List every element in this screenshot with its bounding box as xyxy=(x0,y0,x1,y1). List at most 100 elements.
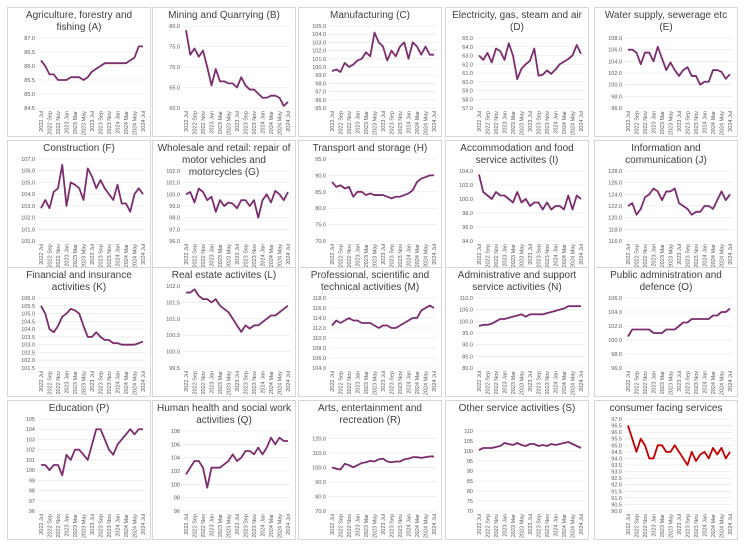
x-tick-label: 2023 Jul xyxy=(677,371,683,392)
y-tick-label: 93.5 xyxy=(611,463,622,469)
x-tick-label: 2023 Nov xyxy=(545,514,551,538)
x-tick-label: 2023 Jul xyxy=(90,111,96,132)
y-tick-label: 105.0 xyxy=(21,312,35,318)
x-tick-label: 2023 Nov xyxy=(694,514,700,538)
x-tick-label: 2023 Nov xyxy=(252,514,258,538)
x-tick-label: 2023 Mar xyxy=(511,514,517,537)
x-tick-label: 2023 Mar xyxy=(218,371,224,394)
x-tick-label: 2023 Nov xyxy=(398,514,404,538)
chart-title: Public administration and defence (O) xyxy=(610,270,722,293)
chart-panel-education-p: 96 97 98 99 100 101 102 103 104 105 2022 Jul 2022 S… xyxy=(7,400,151,540)
chart-panel-human-health-and-social-work-activities-q: 96 98 100 102 104 106 108 2022 Jul 2022 Sep 2022 … xyxy=(152,400,296,540)
y-tick-label: 97.0 xyxy=(315,90,326,96)
chart-panel-real-estate-activites-l: 99.5 100.0 100.5 101.0 101.5 102.0 2022 Jul 202… xyxy=(152,267,296,397)
y-tick-label: 104.0 xyxy=(608,59,622,65)
series-line xyxy=(628,45,731,86)
x-tick-label: 2023 Jan xyxy=(652,111,658,134)
x-tick-label: 2023 Mar xyxy=(218,514,224,537)
x-tick-label: 2023 Jan xyxy=(210,514,216,537)
x-tick-label: 2022 Sep xyxy=(339,111,345,135)
x-tick-label: 2023 Nov xyxy=(545,111,551,135)
x-tick-label: 2022 Jul xyxy=(477,371,483,392)
x-tick-label: 2022 Sep xyxy=(193,111,199,135)
x-tick-label: 2024 Jan xyxy=(261,371,267,394)
x-tick-label: 2023 May xyxy=(373,111,379,135)
y-tick-label: 90.0 xyxy=(611,509,622,515)
x-tick-label: 2024 Jan xyxy=(703,371,709,394)
y-tick-label: 122.0 xyxy=(608,204,622,210)
x-tick-label: 2023 Jan xyxy=(356,244,362,267)
y-tick-label: 104.0 xyxy=(459,169,473,175)
x-tick-label: 2024 May xyxy=(278,111,284,135)
x-tick-label: 2023 Jul xyxy=(528,244,534,265)
series-line xyxy=(331,174,434,200)
x-tick-label: 2022 Sep xyxy=(48,111,54,135)
x-tick-label: 2023 Nov xyxy=(252,244,258,268)
x-tick-label: 2024 Mar xyxy=(415,514,421,537)
x-tick-label: 2024 Jan xyxy=(554,371,560,394)
x-tick-label: 2024 May xyxy=(133,111,139,135)
x-tick-label: 2023 Sep xyxy=(390,514,396,538)
x-tick-label: 2022 Jul xyxy=(39,514,45,535)
x-tick-label: 2022 Nov xyxy=(643,244,649,268)
y-tick-label: 97.0 xyxy=(611,417,622,423)
x-tick-label: 2023 May xyxy=(227,111,233,135)
chart-title: Transport and storage (H) xyxy=(312,143,428,154)
x-tick-label: 2024 Mar xyxy=(711,111,717,134)
y-tick-label: 102.0 xyxy=(21,216,35,222)
y-tick-label: 108.0 xyxy=(312,346,326,352)
x-tick-label: 2024 Jan xyxy=(407,111,413,134)
x-tick-label: 2023 May xyxy=(82,111,88,135)
y-tick-label: 100 xyxy=(464,449,473,455)
y-tick-label: 108 xyxy=(171,429,180,435)
x-tick-label: 2023 Mar xyxy=(660,514,666,537)
y-tick-label: 80 xyxy=(467,489,473,495)
x-tick-label: 2022 Jul xyxy=(330,371,336,392)
chart-title: consumer facing services xyxy=(609,403,723,414)
x-tick-label: 2023 Nov xyxy=(694,111,700,135)
x-tick-label: 2022 Jul xyxy=(39,111,45,132)
y-tick-label: 90.0 xyxy=(315,173,326,179)
x-tick-label: 2024 Jul xyxy=(579,111,585,132)
x-tick-label: 2023 Mar xyxy=(511,244,517,267)
y-tick-label: 104.0 xyxy=(21,327,35,333)
y-tick-label: 84.5 xyxy=(24,106,35,112)
x-tick-label: 2022 Jul xyxy=(626,371,632,392)
chart-title: Real estate activites (L) xyxy=(171,270,277,281)
x-tick-label: 2024 Jul xyxy=(432,111,438,132)
x-tick-label: 2022 Sep xyxy=(48,244,54,268)
x-tick-label: 2024 Mar xyxy=(124,111,130,134)
y-tick-label: 102.0 xyxy=(459,183,473,189)
y-tick-label: 92.0 xyxy=(611,483,622,489)
chart-title: Construction (F) xyxy=(43,143,115,154)
y-tick-label: 100.0 xyxy=(608,338,622,344)
y-tick-label: 98.0 xyxy=(462,211,473,217)
y-tick-label: 96.0 xyxy=(315,98,326,104)
x-tick-label: 2022 Nov xyxy=(201,514,207,538)
y-tick-label: 102 xyxy=(26,448,35,454)
x-tick-label: 2024 Mar xyxy=(562,111,568,134)
x-tick-label: 2023 Jan xyxy=(503,514,509,537)
y-tick-label: 100.0 xyxy=(166,192,180,198)
y-tick-label: 95.0 xyxy=(315,157,326,163)
series-line xyxy=(185,29,289,107)
y-tick-label: 62.0 xyxy=(462,62,473,68)
x-tick-label: 2023 Nov xyxy=(398,244,404,268)
x-tick-label: 2023 Jan xyxy=(503,111,509,134)
y-tick-label: 102.0 xyxy=(166,284,180,290)
x-tick-label: 2022 Jul xyxy=(477,244,483,265)
y-tick-label: 110 xyxy=(464,429,473,435)
x-tick-label: 2024 May xyxy=(424,244,430,268)
line-chart: 84.5 85.0 85.5 86.0 86.5 87.0 2022 Jul 2022 Sep… xyxy=(24,36,147,135)
series-line xyxy=(478,174,582,211)
x-tick-label: 2024 May xyxy=(720,371,726,395)
x-tick-label: 2022 Jul xyxy=(330,244,336,265)
x-tick-label: 2023 Mar xyxy=(660,244,666,267)
series-line xyxy=(627,307,731,337)
x-tick-label: 2024 May xyxy=(720,111,726,135)
y-tick-label: 116.0 xyxy=(313,306,326,312)
line-chart: 96 97 98 99 100 101 102 103 104 105 2022 Jul 2022 S… xyxy=(26,417,147,538)
x-tick-label: 2023 May xyxy=(82,244,88,268)
x-tick-label: 2023 Jul xyxy=(235,514,241,535)
x-tick-label: 2023 Mar xyxy=(218,111,224,134)
